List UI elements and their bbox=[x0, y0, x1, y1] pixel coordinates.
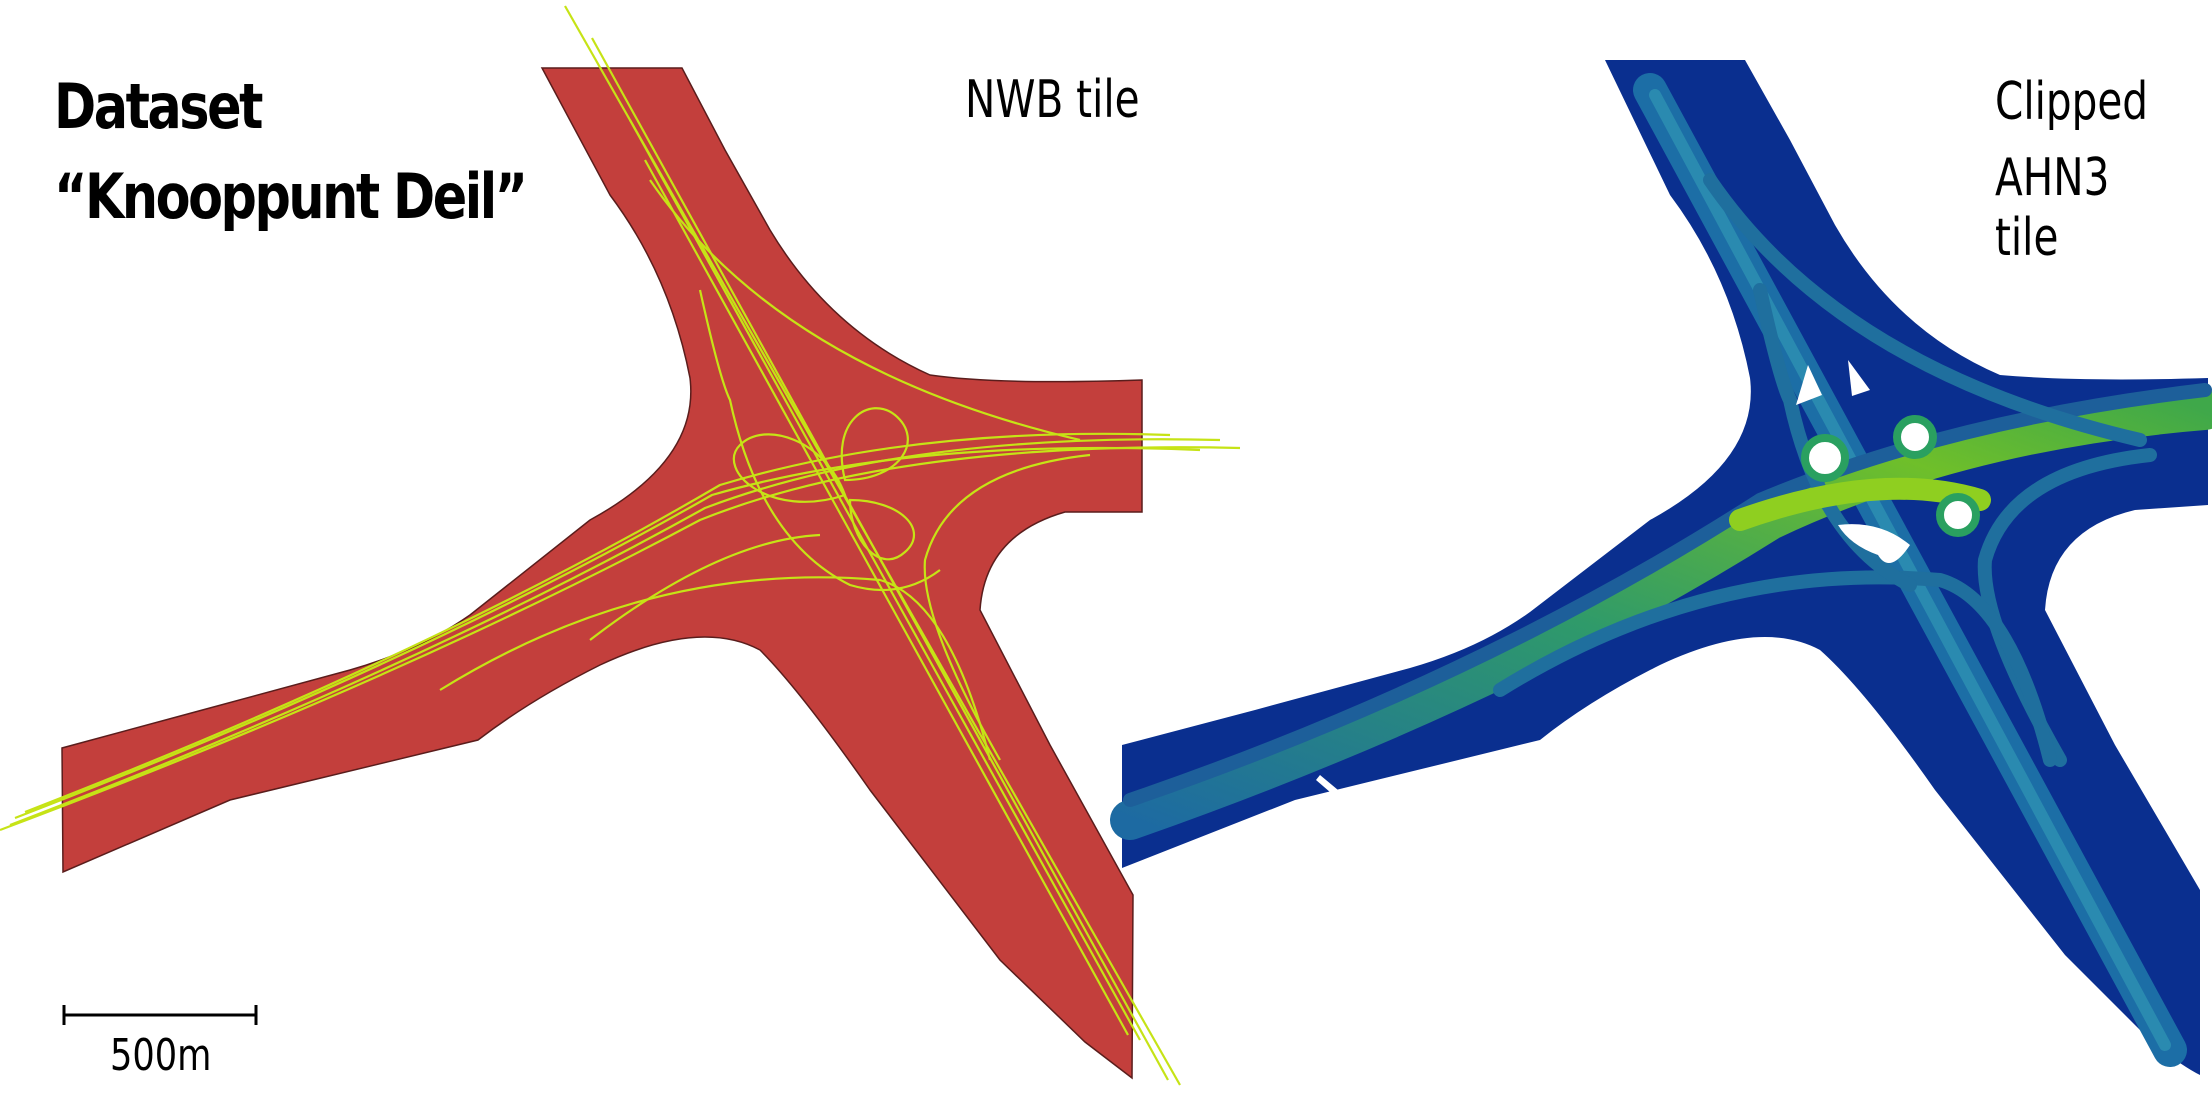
centerline-ew-4 bbox=[24, 432, 1171, 814]
ahn-loop-nw bbox=[1801, 434, 1849, 482]
clover-loop-se bbox=[848, 498, 916, 561]
ahn3-nodata-gaps bbox=[1316, 360, 1910, 805]
ramp-w-arc bbox=[589, 533, 821, 641]
dataset-title-line1: Dataset bbox=[54, 70, 263, 143]
nwb-tile-map bbox=[0, 5, 1241, 1086]
ahn3-tile-label-line1: Clipped bbox=[1995, 72, 2149, 132]
ahn3-tile-label-line2: AHN3 tile bbox=[1995, 148, 2110, 268]
dataset-title-line2: “Knooppunt Deil” bbox=[54, 160, 528, 233]
nodata-gap-south bbox=[1838, 524, 1910, 563]
nwb-road-centerlines bbox=[0, 5, 1241, 1086]
clover-loop-ne bbox=[840, 407, 909, 482]
clover-loop-nw bbox=[732, 433, 847, 503]
ahn3-road-surfaces bbox=[1110, 73, 2212, 1067]
centerline-ew-3 bbox=[14, 446, 1201, 820]
centerline-ew-1 bbox=[0, 446, 1241, 832]
ahn-loop-se bbox=[1936, 493, 1980, 537]
scale-bar bbox=[62, 1005, 258, 1025]
nwb-tile-label: NWB tile bbox=[965, 70, 1140, 130]
ramp-nw-arc bbox=[698, 289, 941, 592]
nwb-road-buffer-polygon bbox=[61, 67, 1143, 1080]
centerline-ew-2 bbox=[9, 438, 1221, 827]
ahn-ramp-nw bbox=[1753, 283, 1917, 592]
nodata-gap-north-right bbox=[1848, 360, 1870, 396]
scale-bar-label: 500m bbox=[110, 1030, 212, 1081]
centerline-ns-2 bbox=[591, 37, 1169, 1081]
centerline-ns-4 bbox=[644, 159, 1129, 1036]
nodata-streak-sw bbox=[1316, 775, 1350, 805]
ahn-ramp-ne bbox=[1703, 173, 2147, 447]
ramp-sw-arc bbox=[439, 576, 992, 761]
ramp-se-arc bbox=[923, 453, 1091, 761]
centerline-ns-3 bbox=[629, 119, 1141, 1041]
ahn-ns-road-core bbox=[1649, 89, 2171, 1051]
ahn3-cloverleaf-loops bbox=[1801, 415, 1980, 537]
ahn3-tile-map bbox=[1110, 60, 2212, 1075]
ahn-ew-road bbox=[1110, 390, 2212, 840]
ramp-ne-arc bbox=[649, 179, 1081, 442]
ahn-ew-road-lane bbox=[1123, 383, 2212, 807]
nodata-gap-north-left bbox=[1796, 365, 1822, 405]
ahn-loop-ne bbox=[1893, 415, 1937, 459]
